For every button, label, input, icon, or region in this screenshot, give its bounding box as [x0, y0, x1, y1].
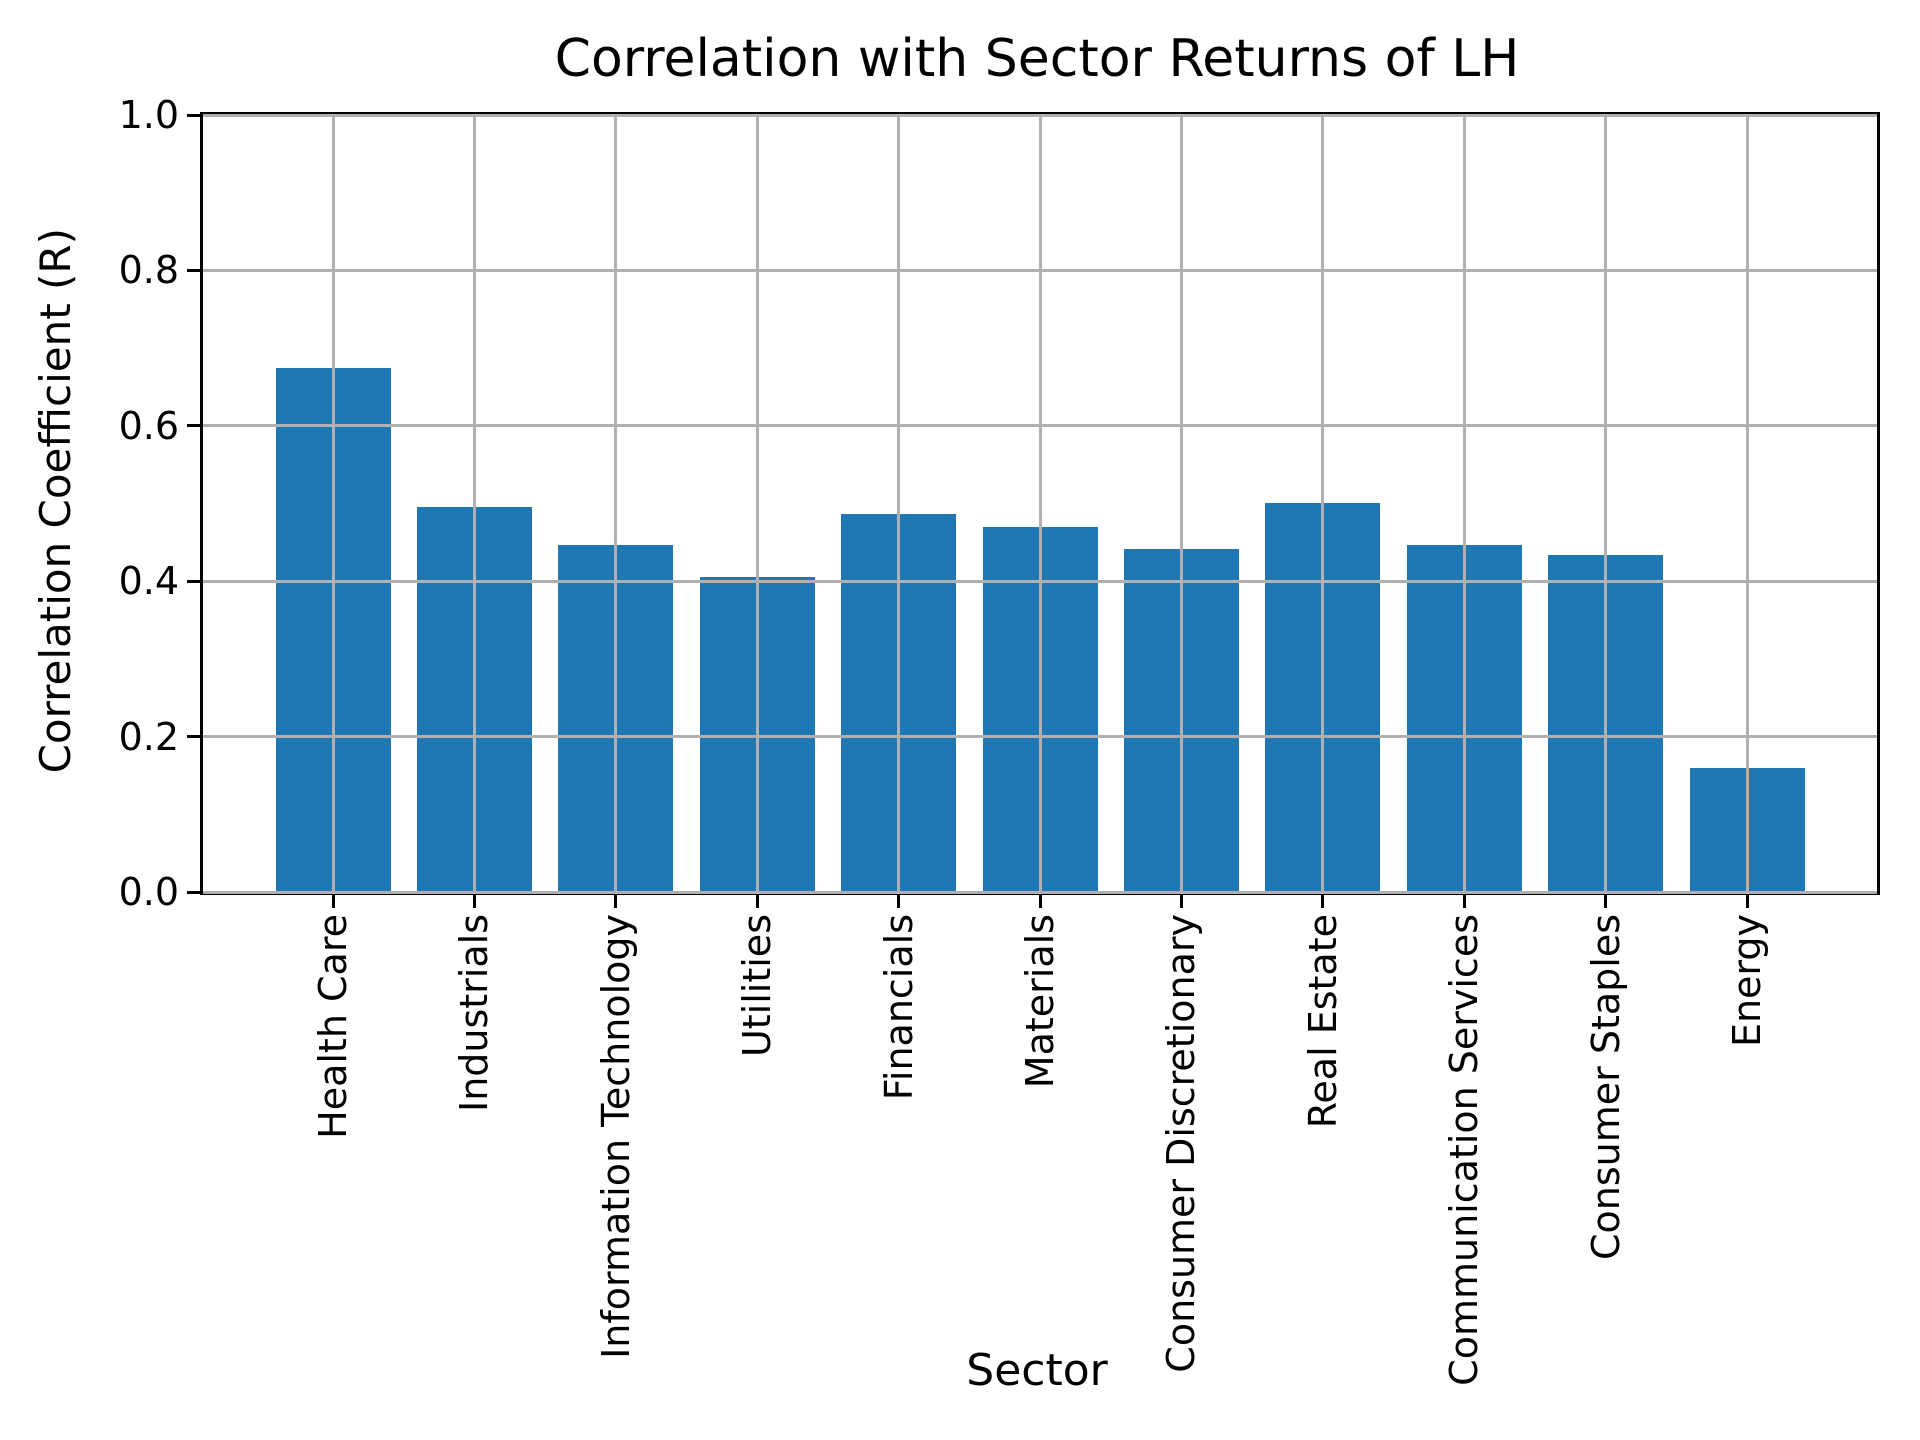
y-tick [187, 424, 200, 428]
x-gridline [897, 115, 901, 892]
x-tick-label: Utilities [717, 914, 797, 1057]
x-gridline [1604, 115, 1608, 892]
x-gridline [331, 115, 335, 892]
x-tick [1179, 895, 1183, 908]
y-gridline [203, 890, 1877, 894]
y-tick [187, 113, 200, 117]
x-tick-label-text: Health Care [311, 914, 355, 1139]
x-tick-label-text: Information Technology [593, 914, 638, 1359]
y-tick-label: 0.6 [118, 403, 179, 448]
x-tick [1745, 895, 1749, 908]
x-tick-label: Consumer Discretionary [1141, 914, 1221, 1373]
x-gridline [614, 115, 618, 892]
y-tick-label: 0.0 [118, 870, 179, 914]
x-gridline [1745, 115, 1749, 892]
x-tick-label-text: Consumer Staples [1583, 914, 1628, 1261]
x-gridline [755, 115, 759, 892]
x-tick-label-text: Industrials [452, 914, 497, 1113]
x-tick-label-text: Utilities [735, 914, 780, 1058]
x-tick [755, 895, 759, 908]
x-gridline [472, 115, 476, 892]
y-axis-label-container: Correlation Coefficient (R) [24, 112, 88, 889]
x-tick-label-text: Real Estate [1300, 914, 1345, 1129]
y-axis-label: Correlation Coefficient (R) [31, 227, 80, 774]
x-tick [472, 895, 476, 908]
x-tick-label: Materials [1000, 914, 1080, 1088]
x-tick-label: Consumer Staples [1566, 914, 1646, 1260]
x-tick-label: Energy [1707, 914, 1787, 1047]
x-tick [897, 895, 901, 908]
chart-title: Correlation with Sector Returns of LH [554, 29, 1520, 89]
x-tick-label: Information Technology [576, 914, 656, 1359]
x-tick-label-text: Consumer Discretionary [1159, 914, 1204, 1373]
x-tick [1038, 895, 1042, 908]
y-tick [187, 890, 200, 894]
x-gridline [1321, 115, 1325, 892]
x-gridline [1462, 115, 1466, 892]
plot-area: 0.0 0.2 0.4 0.6 0.8 1.0 Health Care Industrials… [119, 96, 1880, 1386]
x-tick-label: Industrials [434, 914, 514, 1112]
x-tick-label: Real Estate [1283, 914, 1363, 1128]
x-tick [331, 895, 335, 908]
x-tick [1604, 895, 1608, 908]
x-tick-label: Financials [859, 914, 939, 1100]
x-tick-label-text: Communication Services [1442, 914, 1487, 1386]
x-tick-label-text: Financials [876, 914, 921, 1101]
y-tick-label: 1.0 [118, 93, 179, 137]
x-gridline [1179, 115, 1183, 892]
y-tick [187, 268, 200, 272]
x-tick [1462, 895, 1466, 908]
x-tick-label-text: Materials [1018, 914, 1062, 1089]
y-tick-label: 0.8 [118, 248, 179, 293]
y-tick [187, 735, 200, 739]
y-tick-label: 0.4 [118, 559, 179, 604]
x-tick-label-text: Energy [1725, 914, 1769, 1048]
x-tick [1321, 895, 1325, 908]
x-tick-label: Health Care [293, 914, 373, 1139]
x-tick [614, 895, 618, 908]
x-axis-label: Sector [966, 1345, 1108, 1396]
x-tick-label: Communication Services [1424, 914, 1504, 1386]
y-tick [187, 579, 200, 583]
x-gridline [1038, 115, 1042, 892]
y-tick-label: 0.2 [118, 714, 179, 759]
